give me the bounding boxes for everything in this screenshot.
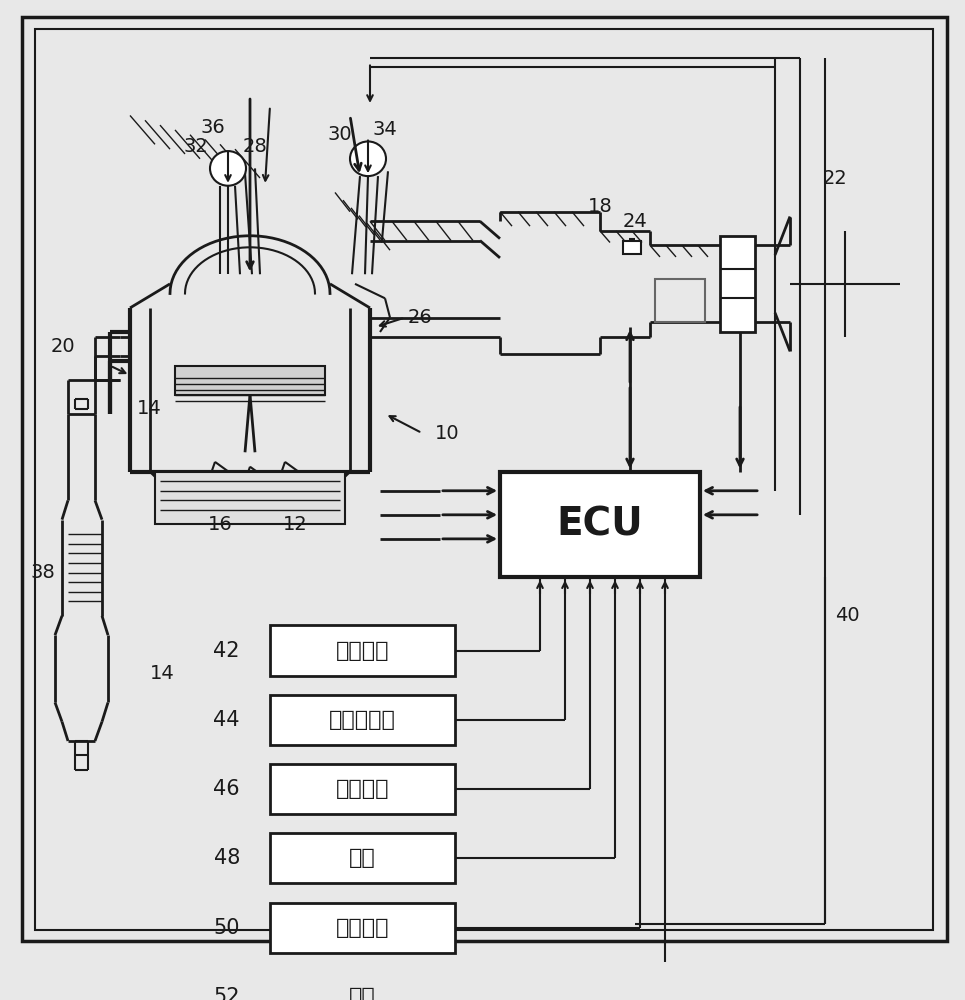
Text: 28: 28 (242, 137, 267, 156)
Text: 48: 48 (213, 848, 240, 868)
Bar (500, 472, 700, 577)
Text: 曲轴转角: 曲轴转角 (336, 641, 389, 661)
Text: 32: 32 (183, 137, 208, 156)
Text: 26: 26 (408, 308, 432, 327)
Text: 44: 44 (213, 710, 240, 730)
Bar (270, 764, 455, 814)
Text: 24: 24 (622, 212, 648, 231)
Bar (155, 472, 345, 524)
Circle shape (350, 141, 386, 176)
Bar (270, 903, 455, 953)
Bar (270, 833, 455, 883)
Text: 10: 10 (435, 424, 459, 443)
Bar (270, 625, 455, 676)
Text: 18: 18 (588, 197, 613, 216)
Text: ECU: ECU (557, 505, 644, 543)
Text: 22: 22 (822, 169, 847, 188)
Text: 缸内压力: 缸内压力 (336, 918, 389, 938)
Text: 12: 12 (283, 515, 308, 534)
Text: 油门开度: 油门开度 (336, 779, 389, 799)
Bar (655, 279, 705, 322)
Text: 油温: 油温 (349, 848, 376, 868)
Text: 42: 42 (213, 641, 240, 661)
Text: 50: 50 (213, 918, 240, 938)
Bar (655, 279, 705, 322)
Text: 40: 40 (835, 606, 860, 625)
Text: 52: 52 (213, 987, 240, 1000)
Text: 排气凸轮角: 排气凸轮角 (329, 710, 396, 730)
Bar (720, 236, 755, 332)
Text: 20: 20 (50, 337, 75, 356)
Circle shape (210, 151, 246, 186)
Text: 14: 14 (137, 399, 162, 418)
Bar (175, 366, 325, 395)
Text: 46: 46 (213, 779, 240, 799)
Text: 34: 34 (372, 120, 398, 139)
Text: 38: 38 (30, 563, 55, 582)
Text: 16: 16 (207, 515, 233, 534)
Bar (623, 241, 641, 254)
Text: 档位: 档位 (349, 987, 376, 1000)
Bar (270, 972, 455, 1000)
Text: 14: 14 (150, 664, 175, 683)
Text: 30: 30 (328, 125, 352, 144)
Bar (270, 695, 455, 745)
Text: 36: 36 (201, 118, 225, 137)
